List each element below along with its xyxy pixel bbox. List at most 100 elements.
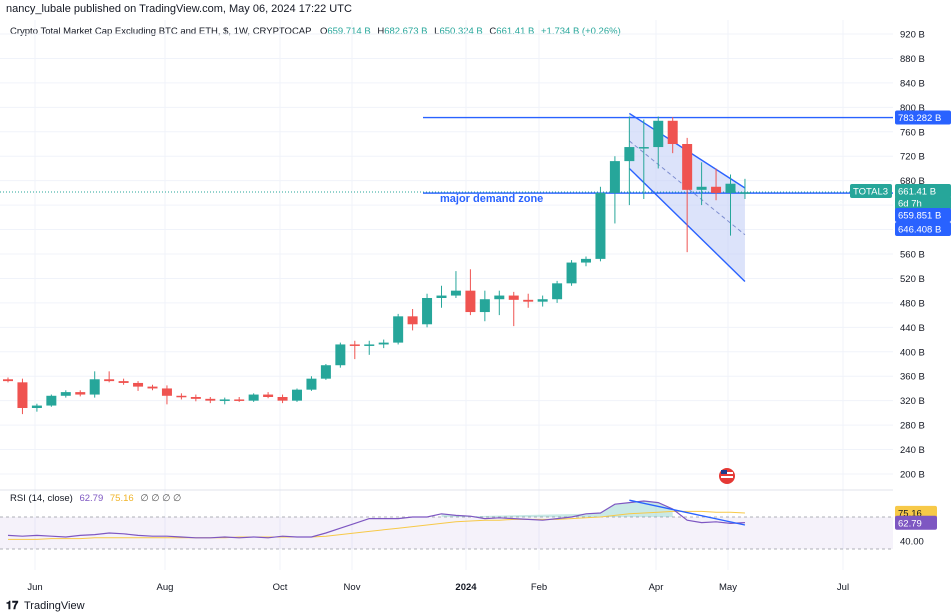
candle-body [31,405,42,408]
candle-body [277,397,288,401]
candle-body [523,299,534,302]
horizontal-levels[interactable] [0,116,893,194]
candle-body [566,262,577,284]
x-tick-label: Jul [837,582,849,593]
change-value: +1.734 B (+0.26%) [541,26,621,37]
candle-body [147,386,158,389]
x-tick-label: Nov [344,582,361,593]
tradingview-logo[interactable]: 𝟏𝟕 TradingView [6,600,85,612]
candle-body [320,365,331,379]
candles [3,116,750,415]
candle-body [292,389,302,401]
candle-body [422,298,433,325]
resistance-price-label-bg [895,110,951,125]
candle-body [393,316,404,343]
rsi-price-label-bg [895,515,937,530]
y-tick-label: 840 B [900,78,925,89]
candle-body [349,344,360,346]
x-tick-label: Apr [649,582,664,593]
symbol-title: Crypto Total Market Cap Excluding BTC an… [10,26,311,37]
y-tick-label: 720 B [900,152,925,163]
channel-midline [629,140,746,236]
candle-body [46,395,57,406]
zone-top-price-label: 659.851 B [898,210,941,221]
close-value: 661.41 B [496,26,534,37]
rsi-value: 62.79 [79,493,103,504]
zone-bottom-price-label-bg [895,221,951,236]
resistance-price-label: 783.282 B [898,113,941,124]
x-tick-label: Oct [273,582,288,593]
rsi-ma-price-label: 75.16 [898,508,922,519]
candle-body [364,344,375,346]
rsi-label: RSI (14, close) [10,493,73,504]
candle-body [378,342,389,345]
low-value: 650.324 B [439,26,482,37]
current-price-label: 661.41 B [898,187,936,198]
candle-body [450,290,461,296]
candle-body [234,399,245,401]
candle-body [89,379,100,395]
symbol-tag-bg [850,184,892,199]
rsi-tick-label: 40.00 [900,537,924,548]
countdown-label: 6d 7h [898,199,922,210]
candle-body [3,379,13,382]
candle-body [17,382,28,408]
candle-body [682,144,693,190]
candle-body [219,399,230,401]
y-tick-label: 400 B [900,347,925,358]
rsi-band [0,517,893,549]
candle-body [75,392,86,395]
candle-body [133,382,144,387]
y-tick-label: 560 B [900,250,925,261]
candle-body [581,258,591,263]
candle-body [739,192,750,194]
x-tick-label: Feb [531,582,547,593]
candle-body [711,186,722,193]
x-tick-label: 2024 [455,582,477,593]
candle-body [696,186,707,190]
y-tick-label: 800 B [900,103,925,114]
y-tick-label: 280 B [900,421,925,432]
y-tick-label: 520 B [900,274,925,285]
candle-body [248,394,259,401]
y-tick-label: 440 B [900,323,925,334]
candle-body [725,183,736,193]
x-tick-label: Aug [157,582,174,593]
candle-body [465,290,476,313]
y-tick-label: 680 B [900,176,925,187]
candle-body [306,378,317,390]
us-flag-icon[interactable] [719,468,735,484]
candle-body [494,295,505,300]
rsi-ma-line [8,510,745,540]
rsi-ma-value: 75.16 [110,493,134,504]
countdown-label-bg [895,196,951,211]
rsi-price-label: 62.79 [898,518,922,529]
demand-zone-label: major demand zone [440,193,543,205]
candle-body [104,379,115,382]
candle-body [609,161,620,193]
y-tick-label: 360 B [900,372,925,383]
rsi-legend: RSI (14, close) 62.79 75.16 ∅ ∅ ∅ ∅ [10,493,181,504]
candle-body [552,283,563,300]
candle-body [624,147,635,162]
tv-brand: TradingView [24,600,85,612]
y-tick-label: 760 B [900,127,925,138]
rsi-overbought-fill [441,501,673,517]
zone-top-price-label-bg [895,207,951,222]
y-tick-label: 320 B [900,396,925,407]
candle-body [667,120,678,144]
time-axis[interactable]: Jun Aug Oct Nov 2024 Feb Apr May Jul [27,582,849,593]
rsi-divergence-line [629,499,746,526]
x-tick-label: Jun [27,582,42,593]
rsi-lines [7,499,746,540]
candle-body [638,147,649,149]
candle-body [407,316,418,325]
candle-body [161,388,172,396]
candle-body [205,398,216,401]
candle-body [479,299,490,313]
high-value: 682.673 B [384,26,427,37]
symbol-legend: Crypto Total Market Cap Excluding BTC an… [10,26,621,37]
